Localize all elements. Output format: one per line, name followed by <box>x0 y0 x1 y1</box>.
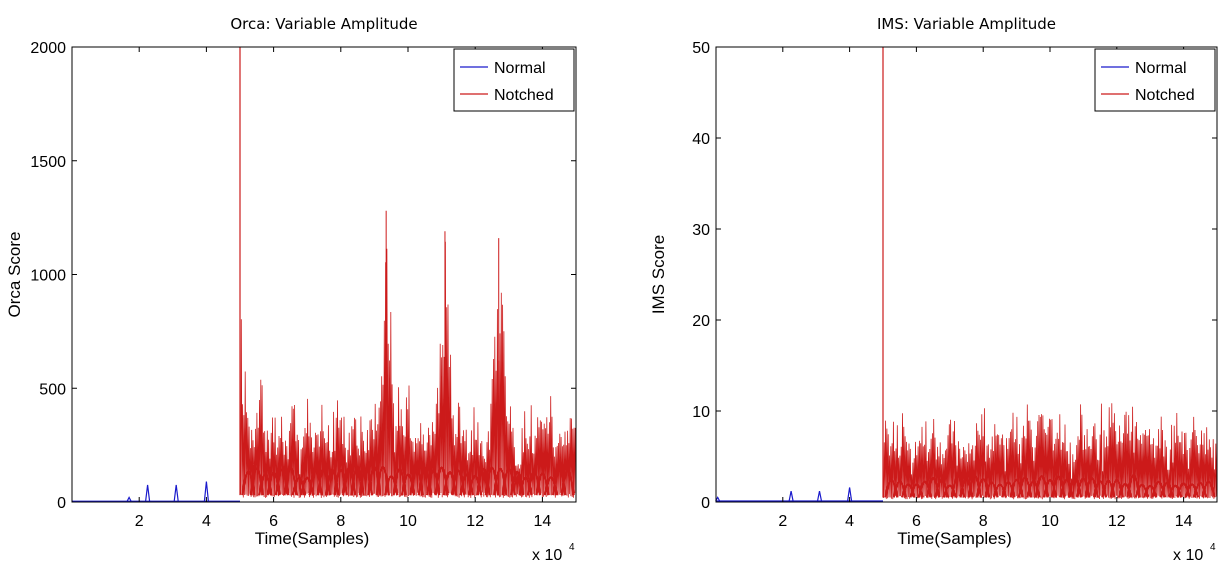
chart1-normal-spike <box>788 490 794 502</box>
chart1-xtick-label: 6 <box>912 513 921 530</box>
chart0-xtick-label: 8 <box>336 513 345 530</box>
chart1-xtick-label: 4 <box>845 513 854 530</box>
chart1-title: IMS: Variable Amplitude <box>877 15 1056 33</box>
chart0-legend: Normal Notched <box>453 48 575 112</box>
chart0-normal-spike <box>126 496 132 502</box>
chart1-ytick-label: 50 <box>692 40 710 57</box>
chart1-plot-frame <box>715 46 1218 503</box>
chart0-ylabel: Orca Score <box>5 232 24 318</box>
chart1-xtick-label: 2 <box>778 513 787 530</box>
chart1-normal-spike <box>847 487 853 502</box>
chart0-legend-label-normal: Normal <box>494 60 546 77</box>
chart1-ytick-label: 10 <box>692 404 710 421</box>
chart1-legend-box <box>1094 48 1216 112</box>
chart0-legend-box <box>453 48 575 112</box>
chart0-ytick-label: 0 <box>57 495 66 512</box>
chart1-legend-label-normal: Normal <box>1135 60 1187 77</box>
chart0-xlabel: Time(Samples) <box>255 529 370 548</box>
chart1-series-normal <box>715 487 883 502</box>
chart0-x-multiplier: x 10 <box>532 547 562 564</box>
chart0-xtick-label: 12 <box>466 513 484 530</box>
chart-ims: IMS: Variable Amplitude 2 4 6 8 10 12 14 0 10 20 30… <box>649 15 1218 564</box>
chart1-xtick-label: 12 <box>1108 513 1126 530</box>
chart0-ytick-label: 1500 <box>30 154 66 171</box>
chart0-series-notched <box>239 47 576 498</box>
chart0-ytick-label: 2000 <box>30 40 66 57</box>
chart1-ytick-label: 0 <box>701 495 710 512</box>
chart1-legend: Normal Notched <box>1094 48 1216 112</box>
chart1-normal-spike <box>816 490 823 502</box>
chart0-legend-label-notched: Notched <box>494 87 554 104</box>
chart0-ytick-label: 500 <box>39 381 66 398</box>
chart1-xtick-label: 10 <box>1041 513 1059 530</box>
chart0-xtick-label: 14 <box>534 513 552 530</box>
chart0-normal-spike <box>173 484 179 502</box>
chart1-xtick-label: 8 <box>979 513 988 530</box>
chart1-series-notched <box>882 47 1218 500</box>
chart0-title: Orca: Variable Amplitude <box>230 15 417 33</box>
chart0-normal-spike <box>145 484 151 502</box>
chart0-xtick-label: 4 <box>202 513 211 530</box>
chart1-xtick-label: 14 <box>1175 513 1193 530</box>
chart1-x-multiplier-exp: 4 <box>1210 542 1216 553</box>
chart1-ytick-label: 40 <box>692 131 710 148</box>
chart0-ytick-label: 1000 <box>30 268 66 285</box>
chart1-ylabel: IMS Score <box>649 235 668 314</box>
chart0-notched-bumps <box>241 466 575 496</box>
chart-orca: Orca: Variable Amplitude 2 4 6 8 10 12 14 0 500 10… <box>5 15 577 564</box>
chart1-xlabel: Time(Samples) <box>897 529 1012 548</box>
chart0-xtick-label: 10 <box>399 513 417 530</box>
chart0-xtick-label: 6 <box>269 513 278 530</box>
chart0-x-multiplier-exp: 4 <box>569 542 575 553</box>
chart0-series-normal <box>72 481 240 502</box>
chart0-xtick-label: 2 <box>135 513 144 530</box>
chart-panel-orca: Orca: Variable Amplitude 2 4 6 8 10 12 14 0 500 10… <box>0 0 612 567</box>
chart1-ytick-label: 30 <box>692 222 710 239</box>
chart1-legend-label-notched: Notched <box>1135 87 1195 104</box>
chart1-x-multiplier: x 10 <box>1173 547 1203 564</box>
chart0-notched-signal <box>240 241 576 498</box>
chart-panel-ims: IMS: Variable Amplitude 2 4 6 8 10 12 14 0 10 20 30… <box>612 0 1225 567</box>
chart1-notched-bumps <box>884 474 1216 498</box>
chart1-notched-signal <box>883 403 1218 500</box>
chart0-normal-spike <box>203 481 209 502</box>
chart1-ytick-label: 20 <box>692 313 710 330</box>
